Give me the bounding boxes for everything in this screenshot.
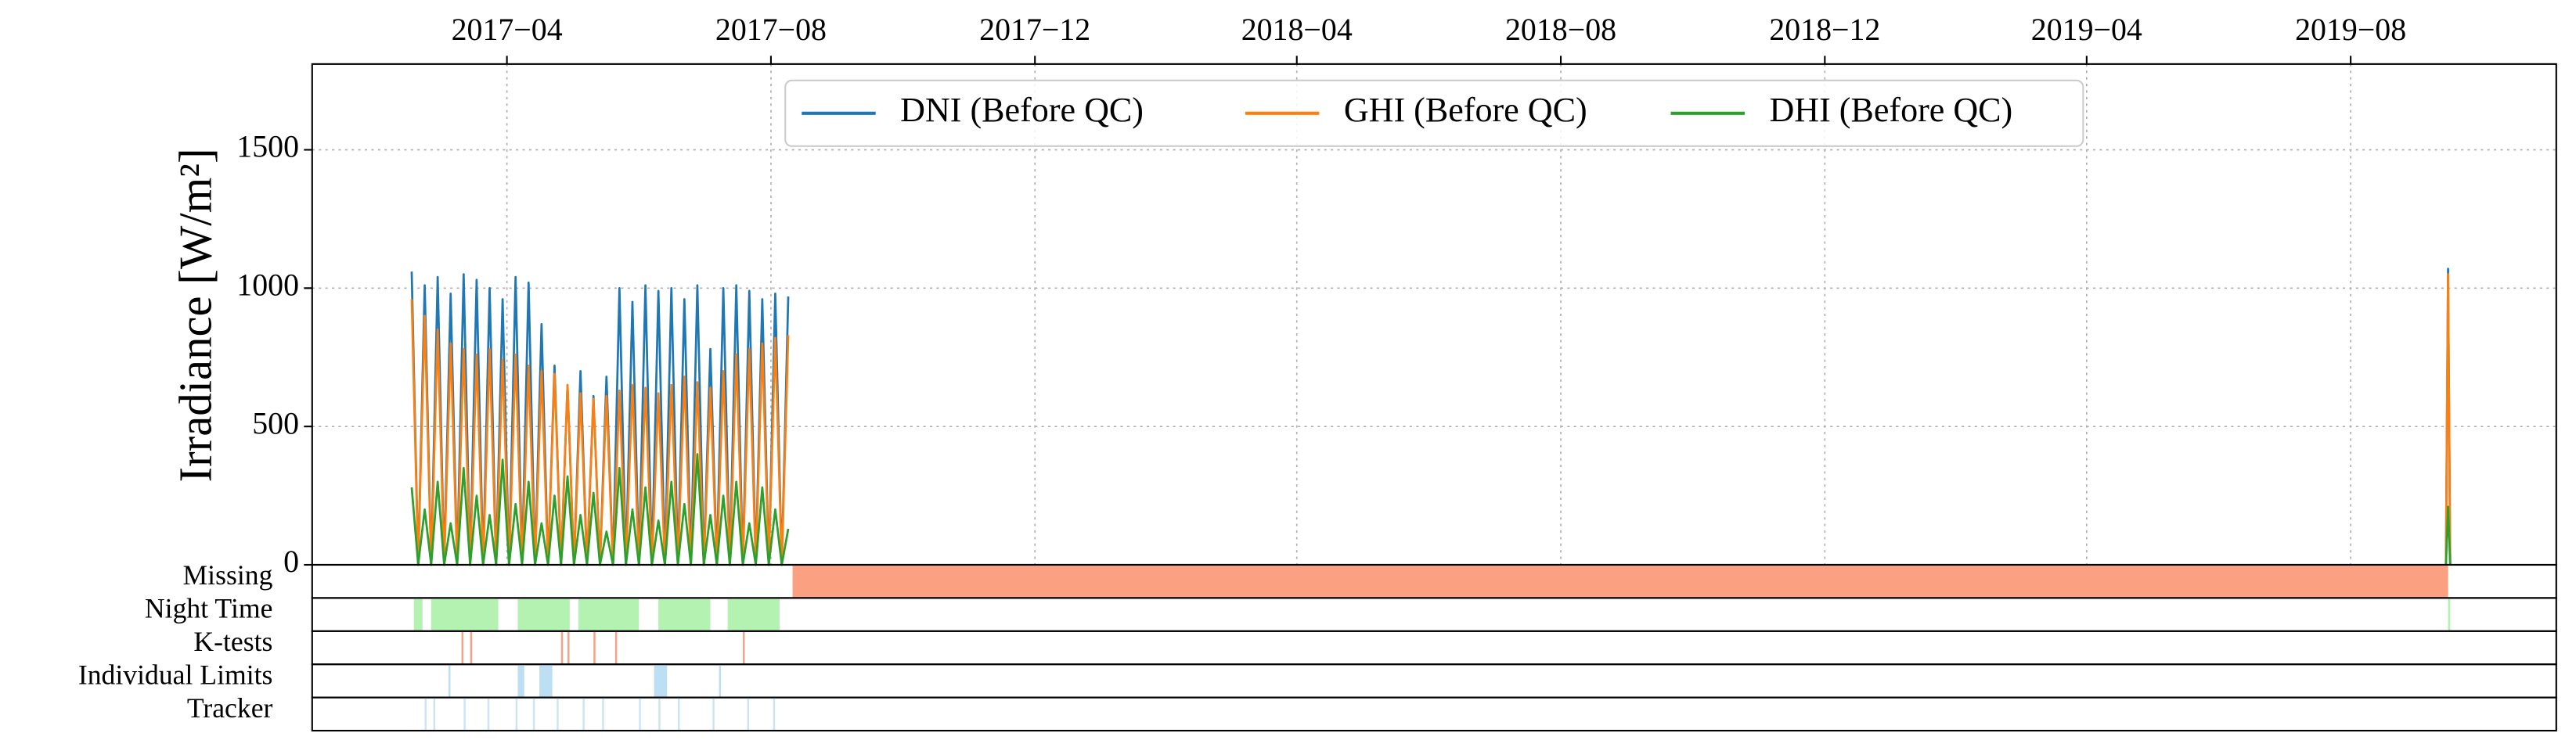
flag-interval bbox=[747, 697, 750, 731]
flag-label: Individual Limits bbox=[78, 659, 273, 690]
flag-interval bbox=[773, 697, 776, 731]
flag-interval bbox=[602, 697, 604, 731]
flag-interval bbox=[2448, 598, 2451, 631]
flag-interval bbox=[560, 631, 564, 665]
flag-frame bbox=[311, 597, 2557, 632]
flag-interval bbox=[463, 697, 466, 731]
flag-interval bbox=[448, 664, 451, 698]
y-tick-label: 1000 bbox=[236, 267, 299, 302]
x-tick-label: 2017−04 bbox=[452, 12, 563, 47]
flag-label: K-tests bbox=[193, 626, 272, 657]
flag-interval bbox=[424, 697, 427, 731]
flag-interval bbox=[539, 664, 553, 698]
x-tick-label: 2018−04 bbox=[1241, 12, 1353, 47]
series-line bbox=[410, 273, 2452, 566]
flag-interval bbox=[461, 631, 464, 665]
y-tick-label: 0 bbox=[283, 544, 299, 579]
x-tick-label: 2017−08 bbox=[715, 12, 827, 47]
flag-interval bbox=[431, 598, 499, 631]
x-tick-label: 2019−08 bbox=[2295, 12, 2406, 47]
flag-label: Missing bbox=[182, 559, 272, 591]
flag-interval bbox=[433, 697, 436, 731]
x-tick-label: 2019−04 bbox=[2031, 12, 2142, 47]
flag-interval bbox=[712, 697, 715, 731]
flag-frame bbox=[311, 630, 2557, 666]
flag-interval bbox=[557, 697, 559, 731]
flag-frame bbox=[311, 663, 2557, 699]
legend-label: DNI (Before QC) bbox=[900, 91, 1144, 129]
flag-interval bbox=[639, 697, 641, 731]
legend-label: GHI (Before QC) bbox=[1344, 91, 1587, 129]
flag-interval bbox=[614, 631, 618, 665]
flag-interval bbox=[487, 697, 490, 731]
y-tick-label: 1500 bbox=[236, 129, 299, 164]
flag-interval bbox=[578, 598, 639, 631]
flag-interval bbox=[532, 697, 535, 731]
flag-interval bbox=[727, 598, 780, 631]
flag-interval bbox=[658, 598, 711, 631]
flag-interval bbox=[792, 564, 2448, 598]
flag-interval bbox=[517, 598, 570, 631]
flag-interval bbox=[582, 697, 585, 731]
flag-interval bbox=[517, 664, 524, 698]
flag-interval bbox=[678, 697, 680, 731]
y-tick-label: 500 bbox=[252, 405, 299, 440]
flag-interval bbox=[567, 631, 570, 665]
legend-label: DHI (Before QC) bbox=[1769, 91, 2012, 129]
y-axis-label: Irradiance [W/m²] bbox=[171, 148, 222, 482]
flag-interval bbox=[719, 664, 722, 698]
x-tick-label: 2018−08 bbox=[1505, 12, 1616, 47]
flag-interval bbox=[658, 697, 661, 731]
flag-label: Tracker bbox=[187, 692, 273, 724]
flag-interval bbox=[654, 664, 668, 698]
flag-interval bbox=[515, 697, 518, 731]
flag-interval bbox=[742, 631, 745, 665]
flag-label: Night Time bbox=[145, 593, 272, 624]
legend-box bbox=[784, 79, 2084, 147]
x-tick-label: 2017−12 bbox=[979, 12, 1090, 47]
flag-interval bbox=[593, 631, 596, 665]
flag-interval bbox=[470, 631, 473, 665]
flag-interval bbox=[413, 598, 423, 631]
flag-frame bbox=[311, 696, 2557, 732]
x-tick-label: 2018−12 bbox=[1769, 12, 1880, 47]
